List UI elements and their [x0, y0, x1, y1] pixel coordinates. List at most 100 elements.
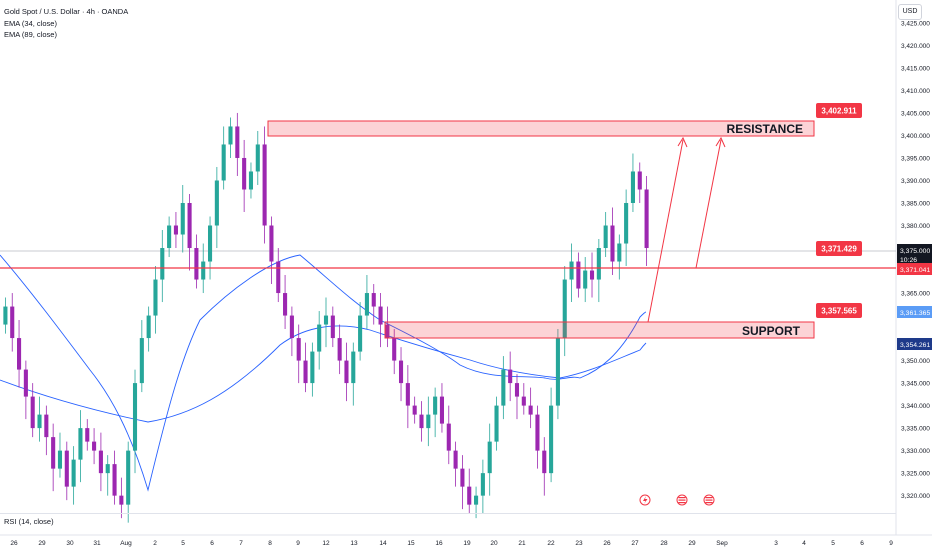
time-tick-label: 26 [10, 540, 18, 547]
support-zone[interactable] [384, 321, 815, 339]
candle-body [330, 315, 335, 339]
candle-body [51, 437, 56, 469]
time-tick-label: 28 [660, 540, 668, 547]
candle-body [132, 383, 138, 451]
candle-body [412, 405, 417, 415]
price-tick-label: 3,350.000 [901, 358, 930, 365]
candle-body [337, 338, 342, 361]
price-tick-label: 3,415.000 [901, 65, 930, 72]
svg-text:3,361.365: 3,361.365 [900, 310, 930, 317]
time-tick-label: 20 [490, 540, 498, 547]
candle-body [71, 459, 76, 487]
ema34-line [0, 254, 647, 492]
currency-button[interactable]: USD [898, 4, 922, 20]
svg-text:3,402.911: 3,402.911 [821, 107, 857, 116]
price-axis[interactable]: 3,425.000 3,420.000 3,415.000 3,410.000 3,40… [901, 20, 930, 500]
candle-body [542, 450, 547, 474]
svg-text:3,371.041: 3,371.041 [900, 267, 930, 274]
candle-body [555, 338, 560, 406]
resistance-text: RESISTANCE [727, 122, 803, 136]
rsi-legend[interactable]: RSI (14, close) [4, 517, 54, 526]
projection-arrows[interactable] [647, 136, 726, 323]
candle-body [235, 126, 240, 158]
candle-body [446, 423, 451, 451]
candle-body [583, 270, 588, 289]
candle-body [289, 315, 294, 339]
rsi-pane-separator[interactable] [0, 513, 896, 514]
candle-body [37, 414, 42, 429]
candle-body [637, 171, 642, 190]
candle-body [494, 405, 499, 442]
candle-body [242, 157, 247, 190]
candle-body [344, 360, 349, 384]
us-flag-icon[interactable] [703, 494, 715, 506]
candle-body [17, 338, 22, 370]
candle-body [310, 351, 315, 384]
time-tick-label: 7 [239, 540, 243, 547]
time-tick-label: 15 [407, 540, 415, 547]
candle-body [10, 306, 15, 339]
candle-body [487, 441, 492, 474]
time-tick-label: 27 [631, 540, 639, 547]
time-tick-label: 14 [379, 540, 387, 547]
candle-body [596, 248, 601, 280]
time-tick-label: 21 [518, 540, 526, 547]
time-tick-label: Sep [716, 540, 728, 547]
support-price-label: 3,357.565 [816, 303, 862, 318]
candle-body [44, 414, 49, 438]
candle-body [603, 225, 608, 249]
candle-body [201, 261, 206, 280]
candle-body [562, 279, 567, 339]
price-tick-label: 3,330.000 [901, 448, 930, 455]
candle-body [167, 225, 172, 249]
resistance-price-label: 3,402.911 [816, 103, 862, 118]
price-tick-label: 3,425.000 [901, 20, 930, 27]
time-tick-label: 6 [860, 540, 864, 547]
candle-body [85, 428, 90, 442]
candle-body [187, 202, 192, 249]
price-tick-label: 3,420.000 [901, 43, 930, 50]
candle-body [630, 171, 635, 203]
candle-body [248, 171, 254, 190]
time-tick-label: 12 [322, 540, 330, 547]
candle-body [521, 396, 526, 406]
ema34-price-tag: 3,361.365 [897, 306, 932, 318]
candle-body [207, 225, 213, 262]
resistance-zone[interactable] [267, 120, 815, 137]
candle-body [610, 225, 615, 262]
candle-body [126, 450, 131, 505]
symbol-title[interactable]: Gold Spot / U.S. Dollar · 4h · OANDA [4, 7, 129, 16]
candle-body [194, 248, 199, 280]
candle-body [467, 486, 472, 505]
time-axis[interactable]: 26 29 30 31 Aug 2 5 6 7 8 9 12 13 14 15 16 19 20 21 22 23 26 2… [10, 540, 893, 547]
candle-body [303, 360, 308, 384]
candle-body [589, 270, 595, 280]
time-tick-label: 5 [831, 540, 835, 547]
candles[interactable] [3, 112, 649, 523]
candle-body [64, 450, 69, 487]
time-tick-label: 5 [181, 540, 185, 547]
candle-body [214, 180, 219, 226]
event-flash-icon[interactable] [639, 494, 651, 506]
chart-legend: Gold Spot / U.S. Dollar · 4h · OANDA EMA… [4, 6, 128, 41]
candle-body [378, 306, 383, 325]
time-tick-label: 6 [210, 540, 214, 547]
ema34-legend[interactable]: EMA (34, close) [4, 18, 57, 28]
candle-body [364, 293, 369, 316]
candle-body [160, 248, 165, 280]
price-tick-label: 3,320.000 [901, 493, 930, 500]
candle-body [569, 261, 574, 280]
time-tick-label: 8 [268, 540, 272, 547]
candle-body [474, 495, 479, 505]
candle-body [323, 315, 329, 325]
svg-text:3,354.261: 3,354.261 [900, 342, 930, 349]
svg-text:3,371.429: 3,371.429 [821, 245, 857, 254]
price-tick-label: 3,365.000 [901, 291, 930, 298]
ema89-legend[interactable]: EMA (89, close) [4, 30, 57, 39]
price-tick-label: 3,390.000 [901, 178, 930, 185]
candle-body [528, 405, 533, 415]
candle-body [228, 126, 233, 145]
us-flag-icon[interactable] [676, 494, 688, 506]
candle-body [405, 383, 410, 406]
